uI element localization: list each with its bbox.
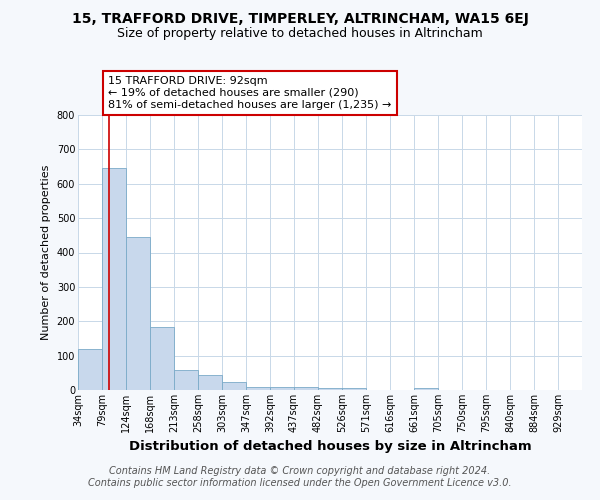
- Text: Size of property relative to detached houses in Altrincham: Size of property relative to detached ho…: [117, 28, 483, 40]
- Bar: [150, 327, 174, 390]
- Bar: [270, 386, 294, 390]
- Y-axis label: Number of detached properties: Number of detached properties: [41, 165, 51, 340]
- Bar: [342, 388, 366, 390]
- Text: 15, TRAFFORD DRIVE, TIMPERLEY, ALTRINCHAM, WA15 6EJ: 15, TRAFFORD DRIVE, TIMPERLEY, ALTRINCHA…: [71, 12, 529, 26]
- Text: Contains HM Land Registry data © Crown copyright and database right 2024.
Contai: Contains HM Land Registry data © Crown c…: [88, 466, 512, 487]
- Bar: [294, 386, 318, 390]
- Bar: [222, 382, 246, 390]
- Bar: [414, 388, 438, 390]
- Bar: [198, 375, 222, 390]
- Text: 15 TRAFFORD DRIVE: 92sqm
← 19% of detached houses are smaller (290)
81% of semi-: 15 TRAFFORD DRIVE: 92sqm ← 19% of detach…: [108, 76, 392, 110]
- Bar: [174, 370, 198, 390]
- X-axis label: Distribution of detached houses by size in Altrincham: Distribution of detached houses by size …: [128, 440, 532, 454]
- Bar: [318, 388, 342, 390]
- Bar: [246, 386, 270, 390]
- Bar: [126, 237, 150, 390]
- Bar: [102, 168, 126, 390]
- Bar: [78, 349, 102, 390]
